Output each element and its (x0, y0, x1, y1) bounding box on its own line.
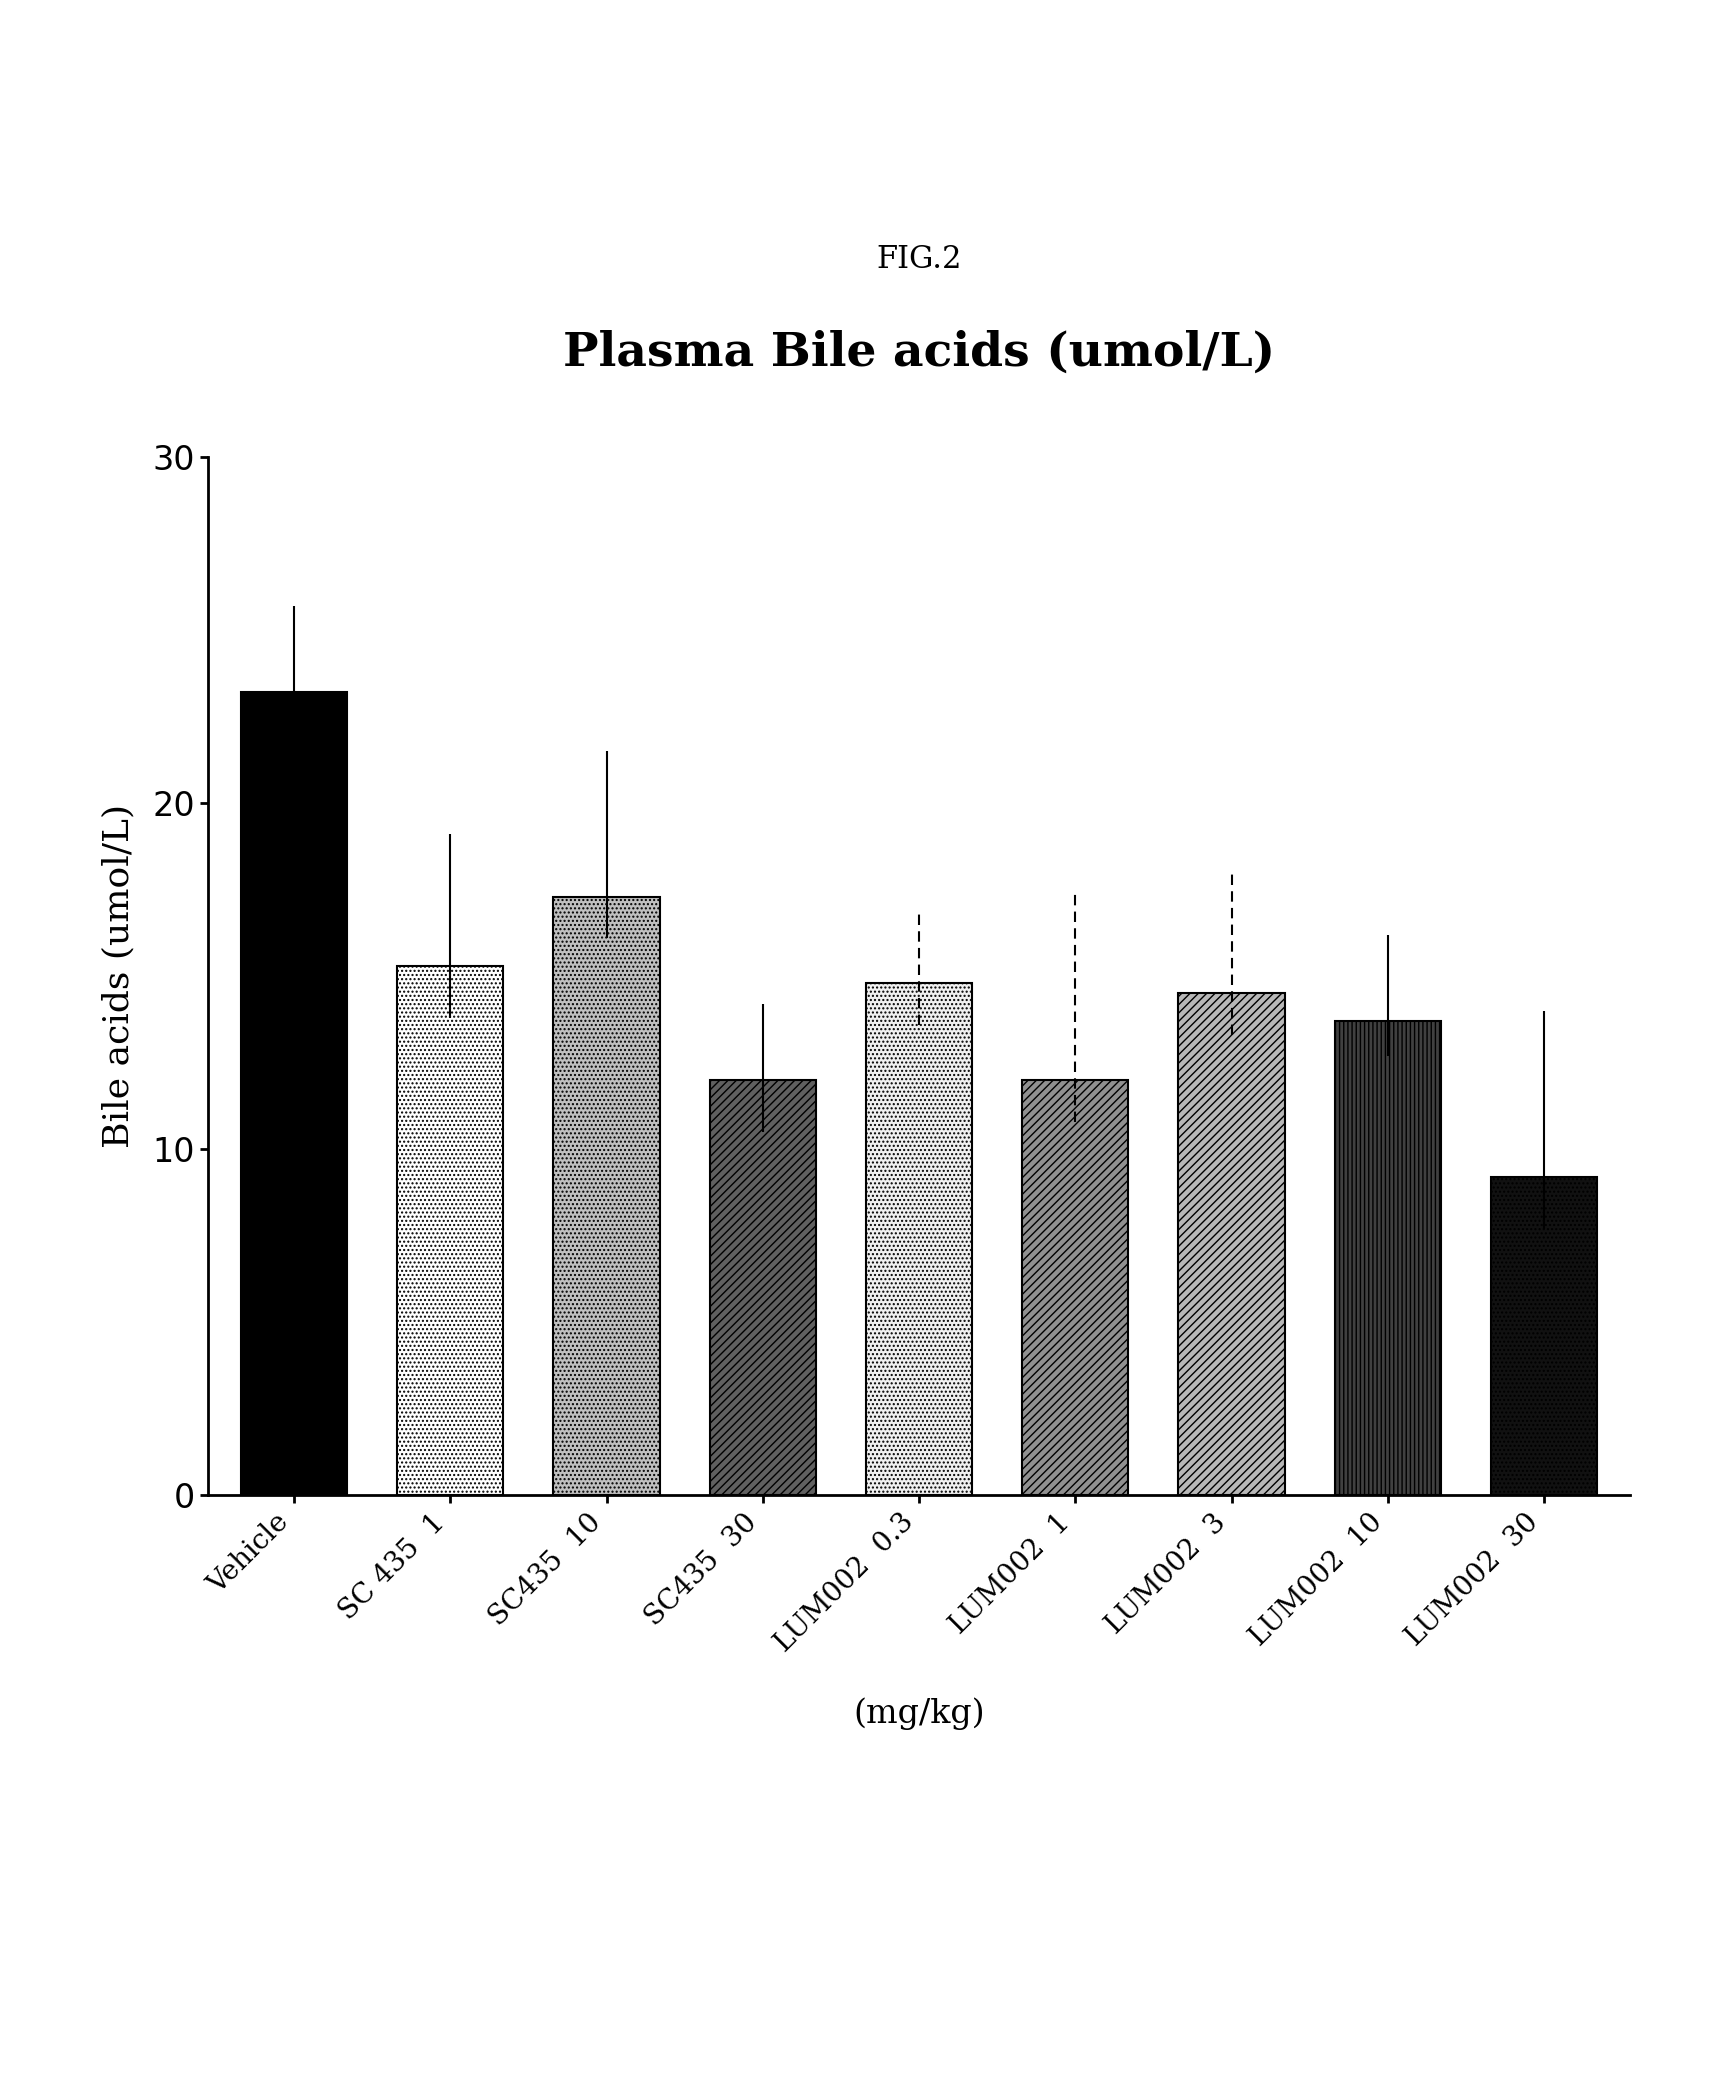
Bar (1179, 993, 1285, 1495)
Bar (1021, 1080, 1129, 1495)
Text: Plasma Bile acids (umol/L): Plasma Bile acids (umol/L) (564, 330, 1274, 376)
Text: (mg/kg): (mg/kg) (853, 1697, 985, 1730)
Bar (1491, 1178, 1597, 1495)
Y-axis label: Bile acids (umol/L): Bile acids (umol/L) (102, 804, 135, 1149)
Bar (241, 692, 347, 1495)
Bar (865, 982, 973, 1495)
Bar (709, 1080, 817, 1495)
Bar (553, 897, 659, 1495)
Bar (397, 966, 503, 1495)
Bar (1335, 1022, 1441, 1495)
Text: FIG.2: FIG.2 (876, 245, 962, 274)
